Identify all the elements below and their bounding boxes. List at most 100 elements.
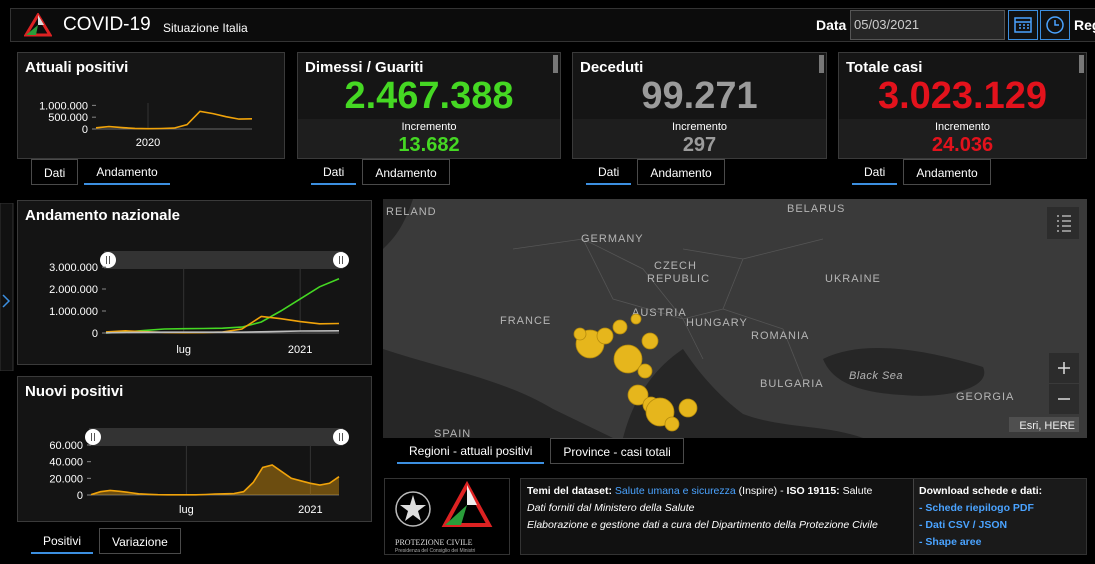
tab-bar: Dati Andamento [852, 159, 991, 185]
tab[interactable]: Positivi [31, 528, 94, 554]
app-title: COVID-19 [63, 14, 151, 35]
range-slider[interactable] [89, 428, 343, 446]
scrollbar [819, 55, 824, 73]
tab[interactable]: Dati [852, 159, 898, 185]
side-toggle[interactable] [0, 203, 14, 371]
range-slider[interactable] [104, 251, 343, 269]
tab-bar: Dati Andamento [31, 159, 170, 185]
app-logo [24, 13, 52, 37]
card-value: 3.023.129 [877, 75, 1048, 117]
increment-value: 24.036 [931, 134, 994, 156]
y-tick-label: 3.000.000 [49, 262, 98, 274]
map-label: FRANCE [500, 315, 551, 327]
tab[interactable]: Dati [311, 159, 357, 185]
y-tick-label: 1.000.000 [49, 306, 98, 318]
standard-value: Salute [842, 485, 873, 497]
map-label: HUNGARY [686, 317, 748, 329]
tab[interactable]: Andamento [637, 159, 725, 185]
download-section: Download schede e dati: - Schede riepilo… [913, 479, 1086, 554]
download-link[interactable]: - Schede riepilogo PDF [919, 502, 1034, 514]
tab-bar: Regioni - attuali positivi Province - cas… [397, 438, 684, 464]
info-box: Temi del dataset: Salute umana e sicurez… [520, 478, 1087, 555]
map-sea [823, 347, 985, 396]
tab[interactable]: Andamento [362, 159, 450, 185]
tab[interactable]: Regioni - attuali positivi [397, 438, 545, 464]
tab-bar: Dati Andamento [311, 159, 450, 185]
download-link[interactable]: - Dati CSV / JSON [919, 519, 1008, 531]
x-tick-label: 2021 [288, 344, 312, 356]
tab[interactable]: Variazione [99, 528, 181, 554]
handle-grip [91, 433, 95, 441]
map-bubble[interactable] [630, 313, 642, 325]
x-tick-label: lug [176, 344, 191, 356]
map-bubble[interactable] [596, 327, 614, 345]
y-tick-label: 40.000 [49, 457, 83, 469]
card-value: 99.271 [641, 75, 758, 117]
time-button[interactable] [1040, 10, 1070, 40]
chart-panel: 0 20.000 40.000 60.000 lug 2021 Nuovi positivi [17, 376, 372, 522]
card-title: Attuali positivi [25, 59, 129, 76]
source-text: Dati forniti dal Ministero della Salute [527, 502, 695, 514]
calendar-button[interactable] [1008, 10, 1038, 40]
map-label: RELAND [386, 206, 437, 218]
layer-list-icon [1057, 215, 1071, 232]
y-tick-label: 1.000.000 [39, 100, 88, 112]
increment-value: 297 [682, 134, 717, 156]
institution-logos [395, 480, 493, 527]
line [105, 330, 340, 334]
card-title: Totale casi [846, 59, 923, 76]
map-attribution: Esri, HERE [1019, 420, 1075, 432]
slider-handle[interactable] [100, 252, 116, 268]
date-label: Data [816, 17, 847, 33]
increment-box: Incremento 24.036 [839, 119, 1086, 158]
x-tick-label: 2021 [298, 504, 322, 516]
map-label: SPAIN [434, 428, 471, 438]
area [91, 465, 339, 495]
map-bubble[interactable] [612, 319, 628, 335]
tab[interactable]: Andamento [84, 159, 170, 185]
increment-label: Incremento [934, 121, 991, 133]
layer-list-button[interactable] [1047, 207, 1079, 239]
increment-box: Incremento 297 [573, 119, 826, 158]
y-tick-label: 0 [92, 328, 98, 340]
tab-bar: Positivi Variazione [31, 528, 181, 554]
map-sea [383, 199, 413, 249]
app-subtitle: Situazione Italia [163, 21, 248, 35]
tab[interactable]: Dati [31, 159, 79, 185]
map-bubble[interactable] [637, 363, 653, 379]
themes-link[interactable]: Salute umana e sicurezza [614, 485, 736, 497]
scrollbar [1079, 55, 1084, 73]
slider-handle[interactable] [333, 429, 349, 445]
handle-grip [106, 256, 110, 264]
map-bubble[interactable] [627, 384, 649, 406]
chart: 0 1.000.000 2.000.000 3.000.000 lug 2021 [49, 251, 349, 356]
y-tick-label: 2.000.000 [49, 284, 98, 296]
slider-handle[interactable] [85, 429, 101, 445]
line [105, 277, 340, 334]
card-title: Deceduti [580, 59, 644, 76]
y-tick-label: 20.000 [49, 473, 83, 485]
map-bubble[interactable] [664, 416, 680, 432]
tab-bar: Dati Andamento [586, 159, 725, 185]
increment-value: 13.682 [398, 134, 460, 156]
map-bubble[interactable] [573, 327, 587, 341]
map-sea [383, 349, 613, 438]
tab[interactable]: Dati [586, 159, 632, 185]
map-label: CZECH [654, 260, 697, 272]
handle-grip [339, 256, 343, 264]
y-tick-label: 0 [77, 490, 83, 502]
download-link[interactable]: - Shape aree [919, 536, 982, 548]
logo-box: PROTEZIONE CIVILE Presidenza del Consigl… [384, 478, 510, 555]
map-bubble[interactable] [678, 398, 698, 418]
processing-text: Elaborazione e gestione dati a cura del … [527, 519, 878, 531]
tab[interactable]: Province - casi totali [550, 438, 684, 464]
zoom-in-icon [1058, 362, 1070, 374]
slider-handle[interactable] [333, 252, 349, 268]
tab[interactable]: Andamento [903, 159, 991, 185]
date-input[interactable]: 05/03/2021 [850, 10, 1005, 40]
map-label: BULGARIA [760, 378, 824, 390]
map-bubble[interactable] [641, 332, 659, 350]
map-bubble[interactable] [613, 344, 643, 374]
